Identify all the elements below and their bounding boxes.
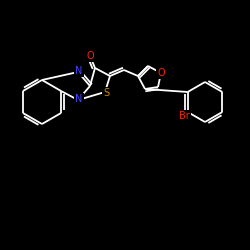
Text: Br: Br (179, 111, 190, 121)
Text: N: N (75, 94, 83, 104)
Text: S: S (103, 88, 109, 98)
Text: O: O (86, 51, 94, 61)
Text: N: N (75, 66, 83, 76)
Text: O: O (157, 68, 165, 78)
